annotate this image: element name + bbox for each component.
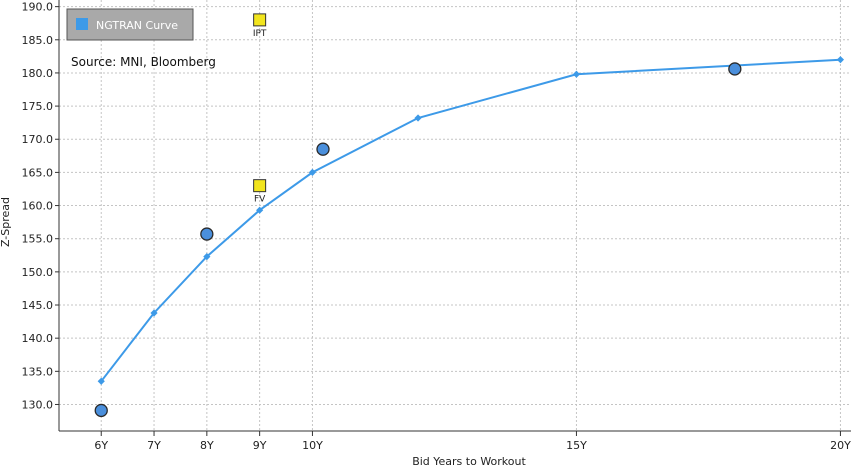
y-tick-label: 145.0 bbox=[22, 299, 54, 312]
y-tick-label: 180.0 bbox=[22, 67, 54, 80]
curve-point bbox=[414, 114, 422, 122]
curve-point bbox=[308, 168, 317, 176]
bond-point bbox=[316, 142, 330, 156]
labeled-point-label: IPT bbox=[253, 29, 267, 39]
x-tick-label: 8Y bbox=[200, 439, 214, 452]
curve-point bbox=[836, 56, 845, 64]
x-tick-label: 7Y bbox=[147, 439, 161, 452]
bond-point bbox=[200, 227, 214, 241]
curve-point bbox=[203, 253, 211, 261]
y-tick-label: 135.0 bbox=[22, 365, 54, 378]
y-tick-label: 160.0 bbox=[22, 200, 54, 213]
legend-label: NGTRAN Curve bbox=[96, 19, 178, 32]
labeled-point-label: FV bbox=[254, 195, 266, 205]
y-tick-label: 170.0 bbox=[22, 133, 54, 146]
legend-swatch bbox=[76, 18, 88, 30]
x-tick-label: 15Y bbox=[566, 439, 587, 452]
y-tick-label: 190.0 bbox=[22, 1, 54, 14]
source-annotation: Source: MNI, Bloomberg bbox=[71, 55, 216, 69]
plot-area: IPT FV bbox=[94, 13, 845, 418]
x-tick-label: 6Y bbox=[94, 439, 108, 452]
labeled-point-marker bbox=[253, 13, 267, 27]
y-axis-title: Z-Spread bbox=[0, 197, 12, 247]
curve-point bbox=[97, 377, 105, 385]
legend[interactable]: NGTRAN Curve bbox=[66, 8, 194, 41]
x-axis-title: Bid Years to Workout bbox=[412, 455, 526, 467]
y-tick-label: 140.0 bbox=[22, 332, 54, 345]
curve-point bbox=[572, 70, 581, 78]
labeled-point-marker bbox=[253, 179, 267, 193]
x-tick-label: 9Y bbox=[253, 439, 267, 452]
x-tick-label: 20Y bbox=[830, 439, 851, 452]
y-tick-label: 185.0 bbox=[22, 34, 54, 47]
axes: 130.0 135.0 140.0 145.0 150.0 155.0 160.0 165.0… bbox=[22, 0, 851, 452]
x-tick-label: 10Y bbox=[302, 439, 323, 452]
y-tick-label: 165.0 bbox=[22, 166, 54, 179]
y-tick-label: 130.0 bbox=[22, 398, 54, 411]
y-tick-label: 155.0 bbox=[22, 233, 54, 246]
curve-point bbox=[256, 206, 264, 214]
y-tick-label: 150.0 bbox=[22, 266, 54, 279]
y-tick-label: 175.0 bbox=[22, 100, 54, 113]
bond-point bbox=[94, 403, 108, 418]
bond-point bbox=[728, 62, 742, 76]
curve-line bbox=[100, 58, 841, 382]
curve-point bbox=[150, 309, 158, 317]
